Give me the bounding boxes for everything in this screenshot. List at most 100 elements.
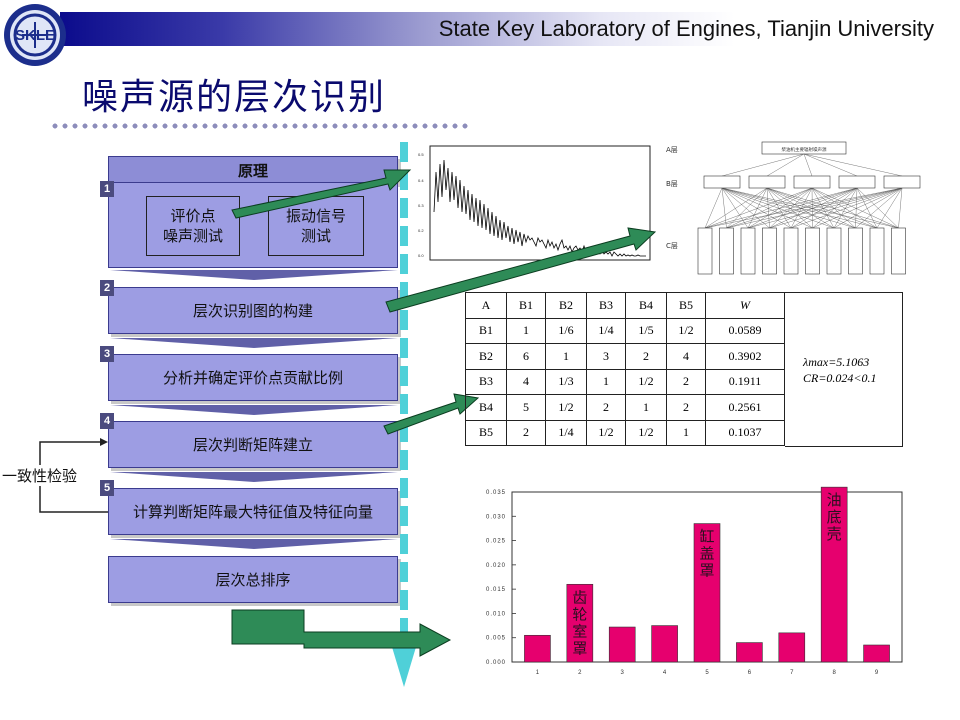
c-level-node bbox=[826, 227, 842, 275]
bar bbox=[651, 625, 678, 663]
matrix-cell: 0.1037 bbox=[705, 419, 785, 446]
matrix-cell: B3 bbox=[465, 368, 507, 395]
bar-annotation: 盖 bbox=[699, 545, 714, 563]
svg-text:0.5: 0.5 bbox=[418, 152, 424, 157]
bar bbox=[820, 486, 848, 663]
matrix-cell: 6 bbox=[506, 343, 546, 370]
bar-annotation: 罩 bbox=[699, 562, 714, 580]
step-6-box: 层次总排序 bbox=[108, 556, 398, 603]
y-tick-label: 0.035 bbox=[486, 490, 506, 496]
b-level-node bbox=[793, 175, 831, 189]
matrix-cell: 1/4 bbox=[586, 317, 626, 344]
matrix-cell: B5 bbox=[465, 419, 507, 446]
matrix-cell: 1/2 bbox=[545, 394, 587, 421]
hierarchy-diagram: A层 B层 C层 柴油机主要辐射噪声源 bbox=[666, 141, 921, 275]
flow-progress-line bbox=[392, 142, 416, 687]
matrix-cell: 4 bbox=[666, 343, 706, 370]
matrix-row: B4 5 1/2 2 1 2 0.2561 bbox=[465, 394, 785, 421]
consistency-check-label: 一致性检验 bbox=[0, 465, 80, 486]
matrix-cell: 1/3 bbox=[545, 368, 587, 395]
lambda-max: λmax=5.1063 bbox=[803, 354, 870, 369]
matrix-cell: 2 bbox=[625, 343, 667, 370]
matrix-row: B3 4 1/3 1 1/2 2 0.1911 bbox=[465, 368, 785, 395]
matrix-header-cell: A bbox=[465, 292, 507, 319]
level-c-label: C层 bbox=[666, 242, 678, 250]
step-2-box: 层次识别图的构建 bbox=[108, 287, 398, 334]
bar-annotation: 室 bbox=[572, 622, 587, 640]
header-band bbox=[60, 12, 960, 46]
matrix-cell: 4 bbox=[506, 368, 546, 395]
b-level-node bbox=[703, 175, 741, 189]
y-tick-label: 0.000 bbox=[486, 660, 506, 666]
vibration-test-box: 振动信号 测试 bbox=[268, 196, 364, 256]
svg-text:0.2: 0.2 bbox=[418, 228, 424, 233]
bar bbox=[736, 642, 763, 663]
matrix-row: B2 6 1 3 2 4 0.3902 bbox=[465, 343, 785, 370]
matrix-cell: 1 bbox=[666, 419, 706, 446]
step-3-number: 3 bbox=[100, 346, 114, 362]
matrix-cell: 1 bbox=[586, 368, 626, 395]
contribution-bar-chart: 0.000 0.005 0.010 0.015 0.020 0.025 0.030 0.035… bbox=[486, 486, 903, 676]
x-tick-label: 4 bbox=[663, 670, 667, 676]
consistency-result: λmax=5.1063 CR=0.024<0.1 bbox=[785, 292, 903, 447]
y-tick-label: 0.030 bbox=[486, 514, 506, 520]
matrix-cell: 2 bbox=[506, 419, 546, 446]
y-tick-label: 0.015 bbox=[486, 587, 506, 593]
bar bbox=[608, 626, 636, 663]
flow-connector bbox=[110, 472, 398, 482]
x-tick-label: 9 bbox=[875, 670, 879, 676]
principle-title: 原理 bbox=[108, 156, 398, 184]
y-tick-label: 0.010 bbox=[486, 611, 506, 617]
bar-annotation: 齿 bbox=[572, 588, 587, 606]
svg-text:0.4: 0.4 bbox=[418, 178, 424, 183]
step-5-number: 5 bbox=[100, 480, 114, 496]
hierarchy-top-label: 柴油机主要辐射噪声源 bbox=[782, 146, 827, 153]
svg-text:0.3: 0.3 bbox=[418, 203, 424, 208]
step-2-number: 2 bbox=[100, 280, 114, 296]
matrix-cell: 1 bbox=[625, 394, 667, 421]
matrix-row: B5 2 1/4 1/2 1/2 1 0.1037 bbox=[465, 419, 785, 446]
matrix-cell: 2 bbox=[666, 394, 706, 421]
c-level-node bbox=[805, 227, 820, 275]
matrix-header-cell: B3 bbox=[586, 292, 626, 319]
step-4-number: 4 bbox=[100, 413, 114, 429]
bar bbox=[524, 634, 551, 663]
flow-connector bbox=[110, 338, 398, 348]
matrix-cell: 1/2 bbox=[586, 419, 626, 446]
bar-annotation: 油 bbox=[827, 491, 842, 509]
level-b-label: B层 bbox=[666, 180, 678, 188]
arrow-4 bbox=[231, 609, 452, 657]
skle-logo: SKLE bbox=[4, 4, 66, 66]
c-level-node bbox=[848, 227, 863, 275]
bar-annotation: 壳 bbox=[827, 525, 842, 543]
matrix-cell: 1 bbox=[506, 317, 546, 344]
matrix-row: B1 1 1/6 1/4 1/5 1/2 0.0589 bbox=[465, 317, 785, 344]
c-level-node bbox=[869, 227, 885, 275]
x-tick-label: 6 bbox=[748, 670, 752, 676]
noise-spectrum-plot: 0.5 0.4 0.3 0.2 0.0 bbox=[418, 145, 651, 261]
x-tick-label: 7 bbox=[790, 670, 794, 676]
bar bbox=[566, 583, 594, 663]
judgment-matrix-table: A B1 B2 B3 B4 B5 W B1 1 1/6 1/4 1/5 1/2 0.0589 B2 6 1 3 2… bbox=[465, 292, 785, 446]
b-level-node bbox=[883, 175, 921, 189]
matrix-header-cell: W bbox=[705, 292, 785, 319]
matrix-cell: 1 bbox=[545, 343, 587, 370]
header-org-name: State Key Laboratory of Engines, Tianjin… bbox=[438, 16, 934, 41]
c-level-node bbox=[740, 227, 756, 275]
matrix-header-cell: B4 bbox=[625, 292, 667, 319]
noise-test-box: 评价点 噪声测试 bbox=[146, 196, 240, 256]
c-level-node bbox=[719, 227, 734, 275]
title-divider bbox=[50, 123, 468, 129]
matrix-cell: 5 bbox=[506, 394, 546, 421]
bar bbox=[863, 644, 890, 663]
logo-text: SKLE bbox=[15, 27, 55, 44]
matrix-header-cell: B2 bbox=[545, 292, 587, 319]
svg-text:0.0: 0.0 bbox=[418, 253, 424, 258]
b-level-node bbox=[748, 175, 786, 189]
x-tick-label: 5 bbox=[705, 670, 709, 676]
matrix-cell: 0.1911 bbox=[705, 368, 785, 395]
y-tick-label: 0.025 bbox=[486, 539, 506, 545]
y-tick-label: 0.020 bbox=[486, 563, 506, 569]
step-4-box: 层次判断矩阵建立 bbox=[108, 421, 398, 468]
c-level-node bbox=[762, 227, 777, 275]
